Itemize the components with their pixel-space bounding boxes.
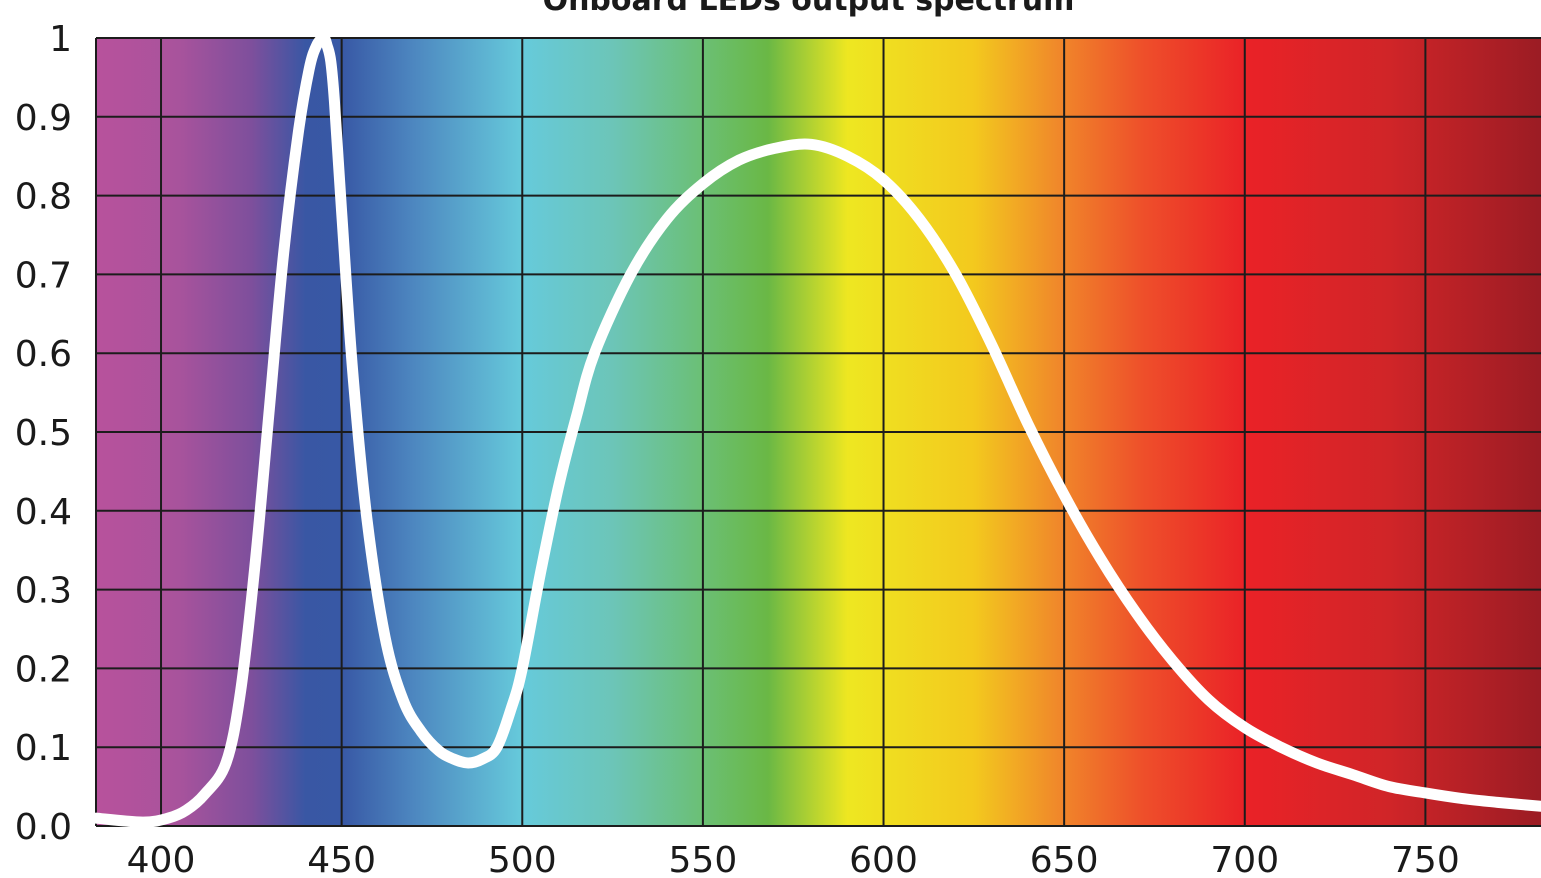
y-tick-label: 0.7 xyxy=(15,255,72,296)
series-group xyxy=(90,32,1541,828)
y-tick-label: 0.3 xyxy=(15,571,72,612)
y-tick-label: 0.0 xyxy=(15,807,72,848)
y-tick-label: 0.1 xyxy=(15,728,72,769)
x-axis: 400 450 500 550 600 650 700 750 xyxy=(127,840,1460,878)
x-tick-label: 750 xyxy=(1391,840,1460,878)
y-axis: 0.0 0.1 0.2 0.3 0.4 0.5 0.6 0.7 0.8 0.9 1 xyxy=(15,19,72,848)
x-tick-label: 400 xyxy=(127,840,196,878)
y-tick-label: 0.2 xyxy=(15,649,72,690)
x-tick-label: 600 xyxy=(849,840,918,878)
y-tick-label: 0.4 xyxy=(15,492,72,533)
y-tick-label: 0.9 xyxy=(15,98,72,139)
y-tick-label: 1 xyxy=(49,19,72,60)
x-tick-label: 550 xyxy=(669,840,738,878)
x-tick-label: 450 xyxy=(307,840,376,878)
spectrum-series-line xyxy=(90,32,1541,828)
x-tick-label: 700 xyxy=(1210,840,1279,878)
x-tick-label: 500 xyxy=(488,840,557,878)
y-tick-label: 0.5 xyxy=(15,413,72,454)
y-tick-label: 0.6 xyxy=(15,334,72,375)
x-tick-label: 650 xyxy=(1030,840,1099,878)
chart-title: Onboard LEDs output spectrum xyxy=(543,0,1075,18)
y-tick-label: 0.8 xyxy=(15,177,72,218)
